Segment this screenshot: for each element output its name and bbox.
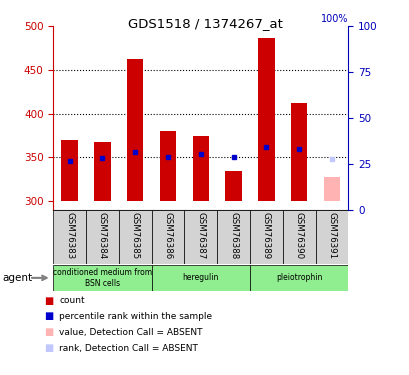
Text: value, Detection Call = ABSENT: value, Detection Call = ABSENT <box>59 328 202 337</box>
Bar <box>151 210 184 264</box>
Text: GSM76386: GSM76386 <box>163 211 172 259</box>
Text: pleiotrophin: pleiotrophin <box>275 273 322 282</box>
Bar <box>86 210 119 264</box>
Bar <box>61 140 78 201</box>
Text: GSM76387: GSM76387 <box>196 211 205 259</box>
Text: GSM76390: GSM76390 <box>294 211 303 259</box>
Bar <box>249 210 282 264</box>
Text: GSM76385: GSM76385 <box>130 211 139 259</box>
Bar <box>160 131 176 201</box>
Bar <box>192 136 209 201</box>
Bar <box>53 210 86 264</box>
Bar <box>119 210 151 264</box>
Text: count: count <box>59 296 85 305</box>
Text: GSM76383: GSM76383 <box>65 211 74 259</box>
Text: heregulin: heregulin <box>182 273 218 282</box>
Bar <box>323 177 339 201</box>
Bar <box>151 265 249 291</box>
Bar <box>315 210 348 264</box>
Text: GDS1518 / 1374267_at: GDS1518 / 1374267_at <box>127 17 282 30</box>
Bar <box>290 103 307 201</box>
Text: ■: ■ <box>45 327 54 337</box>
Text: GSM76388: GSM76388 <box>229 211 238 259</box>
Text: conditioned medium from
BSN cells: conditioned medium from BSN cells <box>53 268 152 288</box>
Text: ■: ■ <box>45 296 54 306</box>
Text: percentile rank within the sample: percentile rank within the sample <box>59 312 212 321</box>
Bar <box>258 38 274 201</box>
Text: ■: ■ <box>45 312 54 321</box>
Bar <box>184 210 217 264</box>
Text: GSM76384: GSM76384 <box>98 211 107 259</box>
Bar <box>127 58 143 201</box>
Text: ■: ■ <box>45 343 54 353</box>
Text: 100%: 100% <box>320 14 348 24</box>
Bar <box>53 265 151 291</box>
Bar <box>282 210 315 264</box>
Text: agent: agent <box>2 273 32 283</box>
Bar <box>249 265 348 291</box>
Text: rank, Detection Call = ABSENT: rank, Detection Call = ABSENT <box>59 344 198 352</box>
Bar <box>94 142 110 201</box>
Bar <box>225 171 241 201</box>
Text: GSM76389: GSM76389 <box>261 211 270 259</box>
Text: GSM76391: GSM76391 <box>327 211 336 259</box>
Bar <box>217 210 249 264</box>
